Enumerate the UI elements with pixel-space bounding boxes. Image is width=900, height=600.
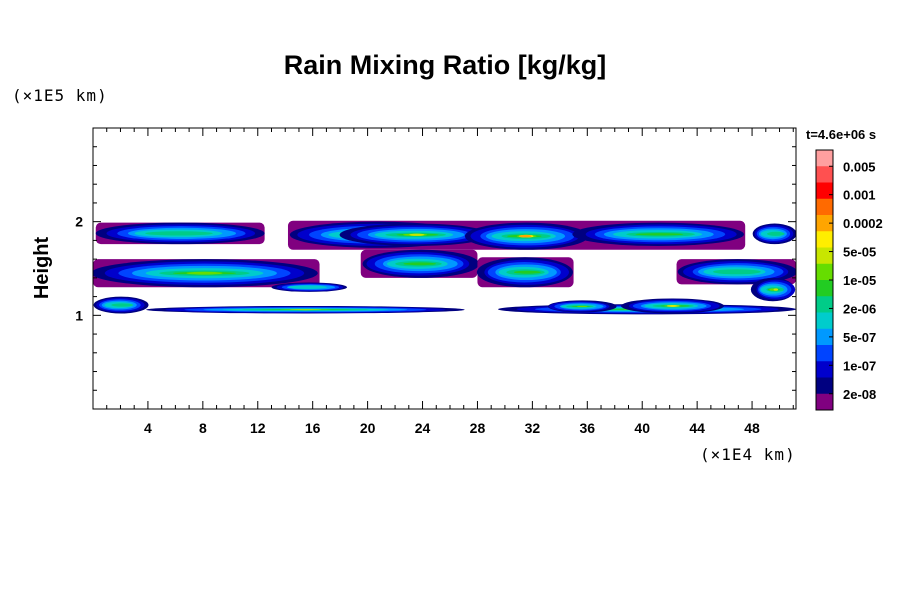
colorbar-label: 2e-06 <box>843 301 876 316</box>
x-tick-label: 40 <box>634 420 650 436</box>
contour <box>712 269 761 275</box>
x-unit-label: (×1E4 km) <box>700 445 796 464</box>
colorbar-swatch <box>816 231 833 248</box>
x-tick-label: 16 <box>305 420 321 436</box>
x-tick-label: 36 <box>580 420 596 436</box>
contour <box>666 305 678 307</box>
colorbar-swatch <box>816 198 833 216</box>
x-tick-label: 8 <box>199 420 207 436</box>
x-tick-label: 20 <box>360 420 376 436</box>
contour <box>773 288 779 291</box>
x-tick-label: 12 <box>250 420 266 436</box>
colorbar-labels: 0.005 0.001 0.0002 5e-05 1e-05 2e-06 5e-07 1e-0… <box>829 159 883 402</box>
colorbar-swatch <box>816 377 833 395</box>
x-tick-label: 32 <box>525 420 541 436</box>
colorbar-label: 5e-05 <box>843 245 876 260</box>
colorbar-swatch <box>816 215 833 232</box>
plot-frame <box>92 127 797 410</box>
colorbar-label: 1e-07 <box>843 358 876 373</box>
contour <box>576 305 588 308</box>
colorbar-swatch <box>816 263 833 281</box>
colorbar-swatch <box>816 393 833 411</box>
colorbar-label: 0.001 <box>843 188 876 203</box>
y-tick-label: 1 <box>75 307 83 323</box>
x-tick-label: 48 <box>744 420 760 436</box>
contour <box>767 231 785 236</box>
colorbar-label: 5e-07 <box>843 330 876 345</box>
colorbar-swatch <box>816 296 833 313</box>
contour <box>145 231 213 236</box>
x-tick-label: 4 <box>144 420 152 436</box>
colorbar <box>815 149 834 411</box>
contour <box>287 285 328 289</box>
y-axis-label: Height <box>31 237 53 300</box>
x-axis-ticks <box>106 128 794 409</box>
y-tick-label: 2 <box>75 214 83 230</box>
colorbar-label: 2e-08 <box>843 387 876 402</box>
y-axis-tick-labels: 12 <box>75 214 83 324</box>
colorbar-label: 1e-05 <box>843 273 876 288</box>
colorbar-label: 0.005 <box>843 159 876 174</box>
colorbar-swatch <box>816 166 833 183</box>
colorbar-swatch <box>816 247 833 265</box>
colorbar-swatch <box>816 328 833 346</box>
colorbar-swatch <box>816 280 833 297</box>
colorbar-swatch <box>816 345 833 362</box>
contour <box>403 262 437 266</box>
x-tick-label: 28 <box>470 420 486 436</box>
rain-field <box>93 220 796 315</box>
plot-area: 4 8 12 16 20 24 28 32 36 40 44 48 12 <box>75 127 797 436</box>
y-axis-ticks <box>93 146 796 391</box>
colorbar-label: 0.0002 <box>843 216 883 231</box>
contour <box>409 233 425 236</box>
contour <box>111 303 134 307</box>
colorbar-swatch <box>816 361 833 378</box>
x-tick-label: 44 <box>689 420 705 436</box>
colorbar-swatch <box>816 312 833 330</box>
colorbar-swatch <box>816 150 833 167</box>
chart-title: Rain Mixing Ratio [kg/kg] <box>284 50 607 80</box>
y-unit-label: (×1E5 km) <box>12 86 108 105</box>
x-axis-tick-labels: 4 8 12 16 20 24 28 32 36 40 44 48 <box>144 420 760 436</box>
contour <box>289 309 322 311</box>
contour <box>635 233 684 236</box>
contour <box>519 234 532 238</box>
time-label: t=4.6e+06 s <box>806 127 876 142</box>
x-tick-label: 24 <box>415 420 431 436</box>
contour <box>513 270 541 274</box>
colorbar-swatch <box>816 182 833 200</box>
contour <box>186 271 223 275</box>
